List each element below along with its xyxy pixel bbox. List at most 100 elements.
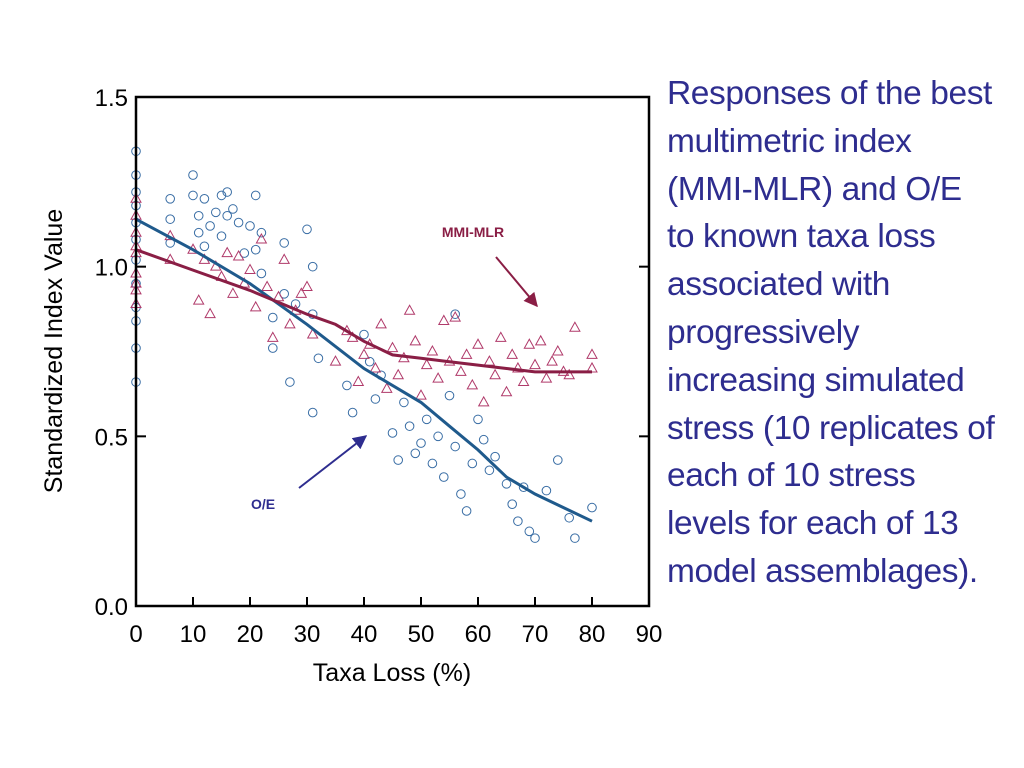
mmi-data-point [295, 287, 308, 298]
oe-data-point [399, 397, 409, 408]
plot-frame [134, 95, 651, 608]
mmi-data-point [375, 317, 387, 329]
mmi-data-point [266, 331, 279, 342]
mmi-data-point [546, 355, 558, 366]
caption-line: progressively [667, 313, 860, 351]
caption: Responses of the best multimetric index … [667, 70, 1017, 596]
oe-data-point [370, 394, 381, 404]
mmi-data-point [529, 358, 541, 370]
oe-data-point [268, 312, 278, 323]
oe-annotation: O/E [251, 496, 275, 512]
oe-data-point [541, 485, 552, 496]
oe-data-point [188, 190, 198, 201]
oe-data-point [501, 479, 512, 489]
x-tick-label: 40 [351, 621, 378, 648]
oe-data-point [307, 261, 318, 272]
y-axis-ticks: 0.0 0.5 1.0 1.5 [95, 85, 649, 621]
oe-data-point [490, 451, 500, 462]
mmi-data-point [472, 338, 484, 349]
mmi-data-point [380, 382, 393, 393]
oe-data-point [228, 204, 238, 214]
mmi-data-point [455, 365, 467, 376]
y-tick-label: 1.0 [95, 255, 128, 282]
oe-data-point [570, 533, 580, 543]
caption-line: Responses of the best [667, 75, 992, 112]
oe-data-point [461, 506, 472, 516]
oe-data-point [188, 170, 198, 180]
mmi-data-point [512, 361, 524, 373]
caption-line: (MMI-MLR) and O/E [667, 170, 962, 208]
x-tick-label: 80 [579, 621, 606, 648]
oe-data-point [342, 380, 352, 391]
mmi-data-point [449, 311, 462, 322]
mmi-data-point [437, 314, 450, 325]
mmi-data-point [506, 348, 519, 359]
oe-data-point [165, 214, 175, 224]
oe-data-point [410, 448, 421, 459]
mmi-data-point [409, 334, 422, 346]
oe-data-point [587, 502, 597, 513]
y-axis-label: Standardized Index Value [40, 209, 68, 493]
oe-data-point [211, 207, 221, 218]
oe-data-point [364, 356, 375, 367]
oe-data-point [250, 244, 261, 255]
y-tick-label: 1.5 [95, 85, 128, 112]
mmi-data-point [352, 375, 365, 387]
mmi-fit-line [135, 248, 592, 374]
mmi-data-point [301, 280, 313, 292]
x-tick-label: 90 [636, 621, 663, 648]
x-tick-label: 10 [180, 621, 207, 648]
mmi-data-point [369, 361, 382, 373]
x-tick-label: 50 [408, 621, 435, 648]
oe-data-point [456, 489, 466, 499]
mmi-data-point [517, 375, 530, 387]
oe-data-point [216, 231, 227, 241]
caption-line: levels for each of 13 [667, 505, 959, 543]
mmi-data-point [466, 378, 479, 390]
oe-data-point [478, 434, 489, 445]
oe-data-point [439, 472, 449, 482]
oe-data-point [359, 329, 369, 340]
mmi-data-point [386, 341, 399, 353]
oe-data-point [222, 187, 232, 197]
oe-data-point [553, 455, 563, 465]
oe-data-point [245, 221, 255, 231]
oe-data-point [393, 455, 404, 465]
mmi-scatter-points [130, 192, 598, 407]
x-axis-ticks: 0 10 20 30 40 50 60 70 80 90 [129, 597, 662, 648]
mmi-data-point [534, 334, 547, 346]
oe-data-point [222, 210, 232, 221]
mmi-data-point [221, 246, 234, 258]
mmi-data-point [477, 395, 490, 407]
x-tick-label: 60 [465, 621, 492, 648]
mmi-annotation-arrow [495, 256, 538, 308]
mmi-data-point [249, 300, 262, 312]
mmi-data-point [494, 331, 507, 342]
oe-annotation-arrow [298, 435, 368, 489]
oe-fit-line [135, 217, 593, 523]
oe-data-point [256, 227, 267, 238]
oe-data-point [450, 441, 461, 452]
mmi-data-point [483, 355, 496, 366]
mmi-data-point [500, 385, 513, 397]
mmi-data-point [192, 294, 205, 305]
mmi-data-point [204, 307, 216, 319]
oe-data-point [467, 458, 478, 469]
x-tick-label: 20 [237, 621, 264, 648]
oe-data-point [279, 238, 290, 248]
oe-data-point [387, 428, 398, 438]
y-tick-label: 0.5 [95, 424, 128, 451]
oe-data-point [433, 431, 443, 442]
mmi-data-point [420, 358, 433, 370]
oe-data-point [193, 210, 204, 221]
oe-data-point [524, 526, 535, 537]
mmi-data-point [392, 368, 405, 380]
mmi-data-point [586, 348, 598, 359]
oe-data-point [199, 194, 210, 204]
oe-data-point [507, 499, 518, 510]
mmi-data-point [523, 338, 536, 349]
oe-data-point [427, 458, 438, 469]
mmi-data-point [232, 249, 245, 261]
oe-data-point [313, 353, 324, 364]
mmi-data-point [278, 253, 291, 264]
